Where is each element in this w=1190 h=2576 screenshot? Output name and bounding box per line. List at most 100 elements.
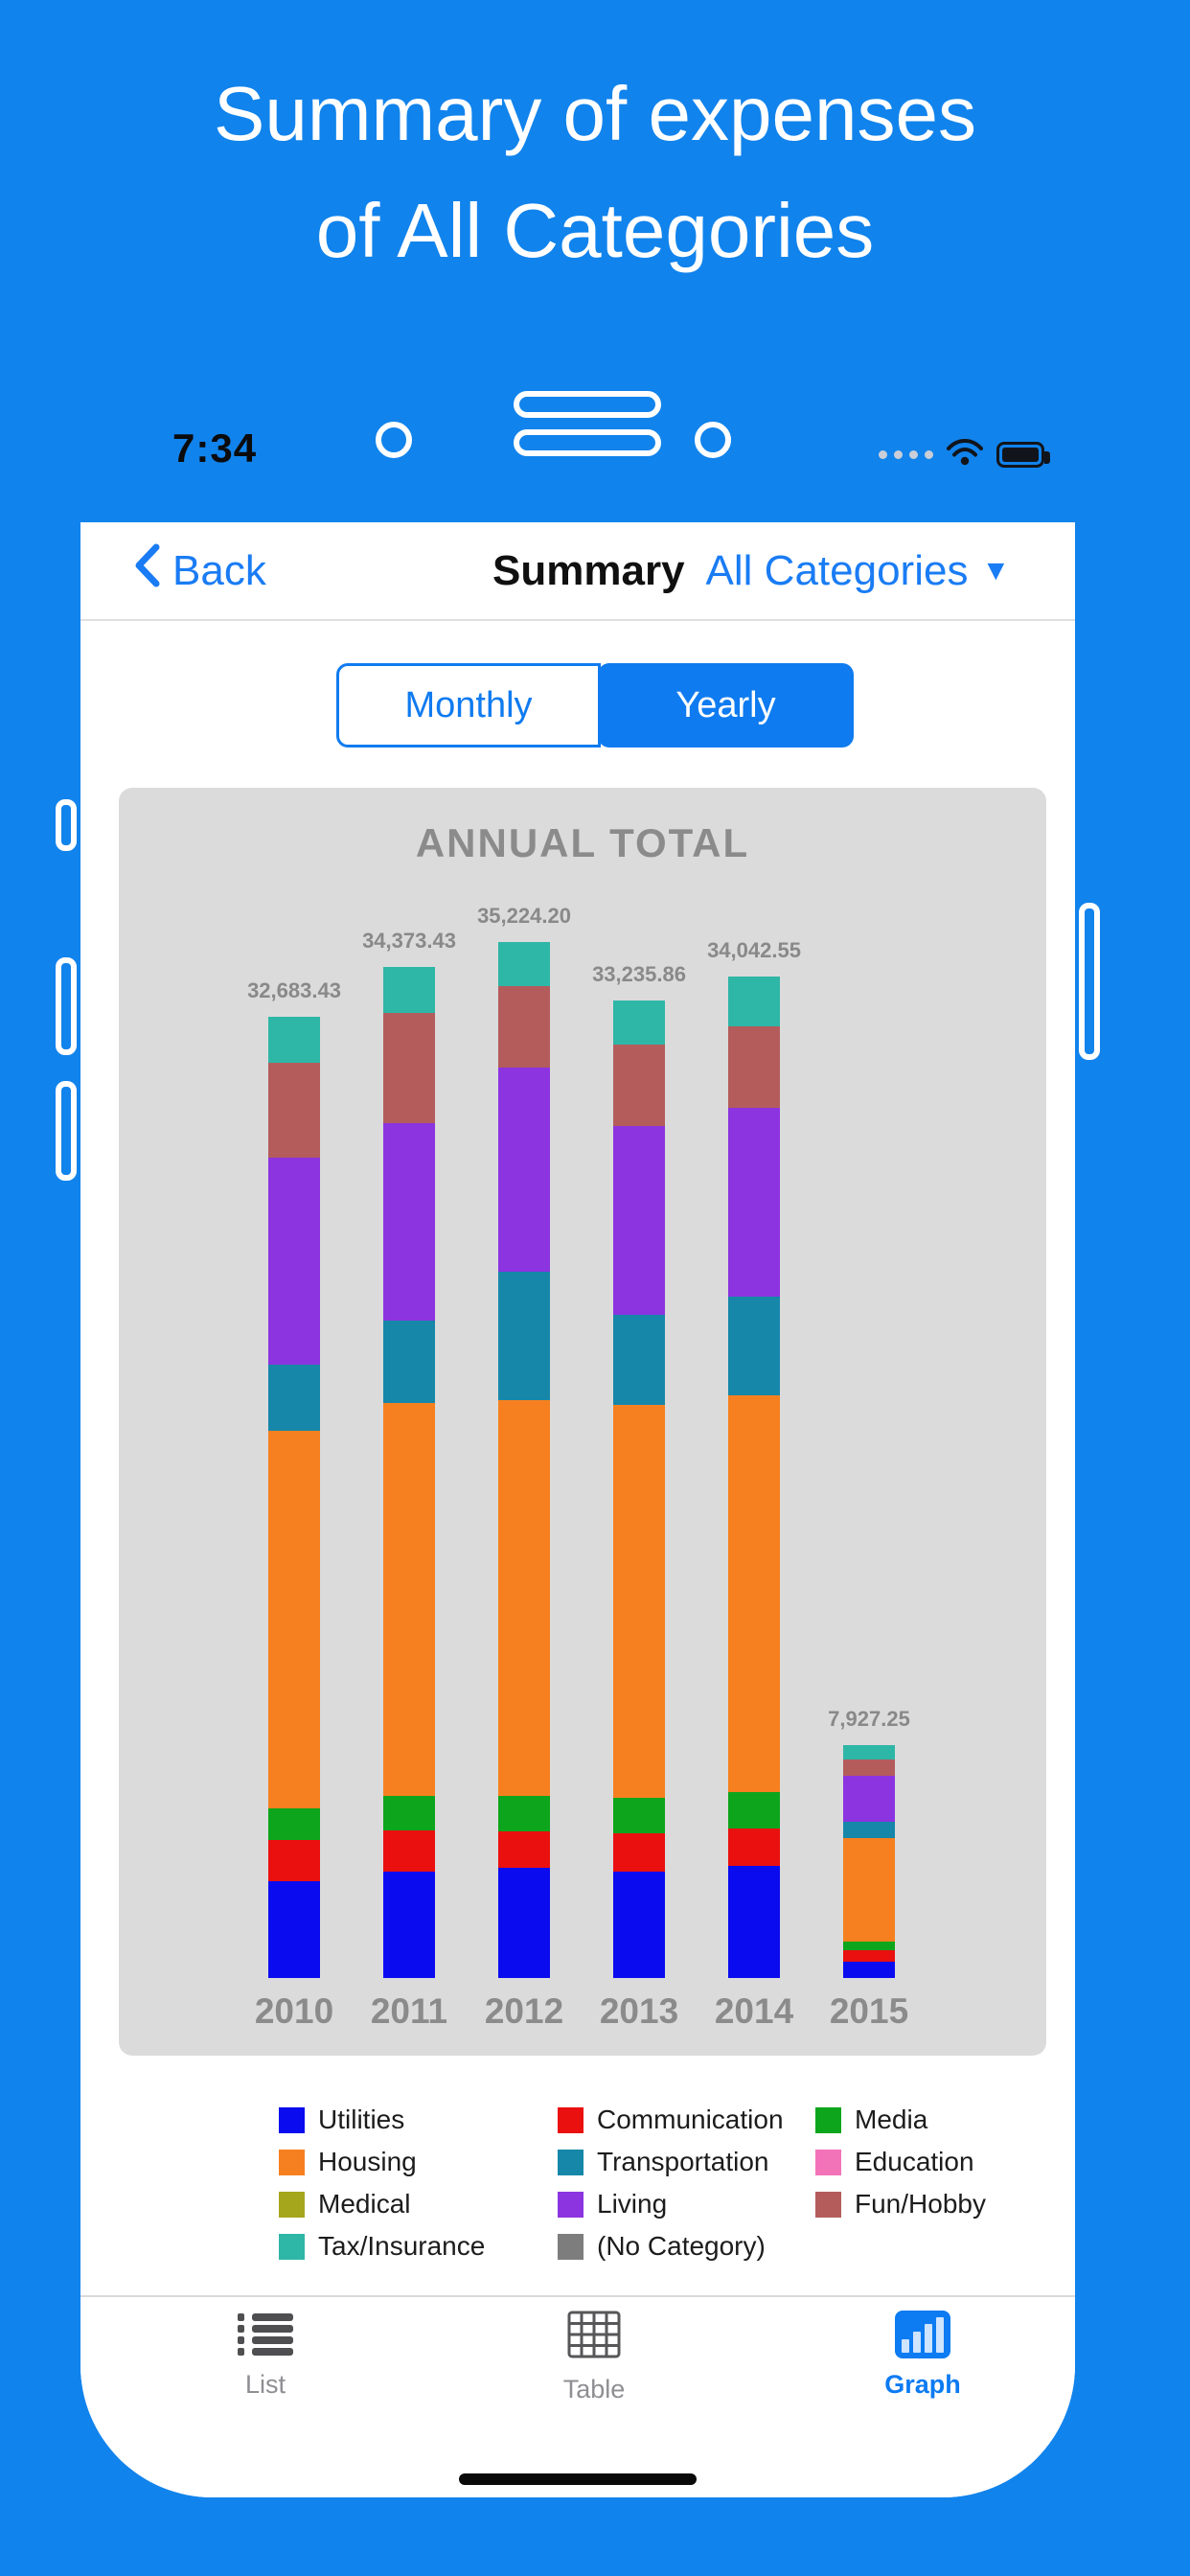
x-tick-2010: 2010: [254, 1991, 334, 2031]
category-selector[interactable]: All Categories: [705, 546, 969, 594]
bar-segment-living: [498, 1067, 550, 1273]
legend-swatch: [279, 2106, 305, 2133]
bar-segment-transportation: [728, 1297, 780, 1395]
power-button: [1079, 903, 1100, 1060]
legend-swatch: [558, 2149, 584, 2175]
bar-segment-living: [728, 1108, 780, 1298]
bar-segment-media: [268, 1808, 320, 1840]
legend-label: Tax/Insurance: [318, 2231, 486, 2261]
bar-segment-housing: [843, 1838, 895, 1943]
bar-2013: [613, 1000, 665, 1978]
bar-total-label-2013: 33,235.86: [592, 961, 686, 986]
legend-swatch: [558, 2106, 584, 2133]
bar-segment-fun-hobby: [613, 1044, 665, 1127]
bar-segment-media: [843, 1942, 895, 1950]
bar-segment-living: [383, 1122, 435, 1321]
legend-swatch: [815, 2191, 841, 2218]
chart-panel: ANNUAL TOTAL 32,683.43 34,373.43 35,224.20…: [119, 788, 1046, 2056]
bar-segment-living: [268, 1158, 320, 1366]
bar-segment-communication: [843, 1949, 895, 1962]
x-tick-2014: 2014: [714, 1991, 794, 2031]
legend-item-communication: Communication: [558, 2099, 784, 2141]
bar-segment-communication: [383, 1829, 435, 1872]
legend-label: Communication: [597, 2104, 784, 2134]
bar-total-label-2014: 34,042.55: [707, 937, 801, 962]
legend-label: Education: [855, 2147, 974, 2176]
speaker-icon: [514, 391, 661, 418]
page-title-line2: of All Categories: [315, 188, 875, 273]
tab-graph-label: Graph: [884, 2370, 961, 2399]
bar-total-label-2012: 35,224.20: [477, 903, 571, 928]
chevron-down-icon[interactable]: ▼: [981, 554, 1011, 586]
camera-icon: [695, 422, 731, 458]
legend-column-3: Media Education Fun/Hobby: [815, 2099, 986, 2225]
legend-label: Media: [855, 2104, 928, 2134]
legend-swatch: [279, 2233, 305, 2260]
bar-chart-icon: [895, 2311, 950, 2358]
bar-segment-fun-hobby: [728, 1025, 780, 1109]
volume-down-button: [56, 1081, 77, 1181]
tab-yearly[interactable]: Yearly: [598, 663, 854, 748]
nav-title-group: Summary All Categories ▼: [492, 522, 1010, 619]
back-button[interactable]: Back: [134, 522, 266, 619]
bar-segment-fun-hobby: [498, 985, 550, 1068]
bar-segment-housing: [613, 1404, 665, 1798]
wifi-icon: [947, 438, 983, 471]
bar-segment-communication: [498, 1831, 550, 1869]
bar-segment-transportation: [498, 1272, 550, 1400]
chevron-left-icon: [134, 543, 161, 598]
home-indicator[interactable]: [459, 2473, 697, 2485]
x-tick-2015: 2015: [829, 1991, 909, 2031]
bar-segment-media: [613, 1797, 665, 1834]
table-icon: [567, 2311, 621, 2363]
legend-item-education: Education: [815, 2141, 986, 2183]
nav-title: Summary: [492, 546, 685, 594]
bar-segment-utilities: [613, 1871, 665, 1978]
bar-segment-utilities: [728, 1866, 780, 1978]
bar-segment-housing: [498, 1399, 550, 1796]
tab-bar: List Table Graph: [80, 2295, 1075, 2497]
legend-swatch: [558, 2191, 584, 2218]
x-tick-2012: 2012: [484, 1991, 564, 2031]
legend-item-housing: Housing: [279, 2141, 485, 2183]
tab-list[interactable]: List: [184, 2311, 347, 2400]
bar-segment-tax-insurance: [613, 1000, 665, 1045]
bar-2011: [383, 966, 435, 1978]
cellular-dots-icon: [879, 450, 933, 459]
legend-column-1: Utilities Housing Medical Tax/Insurance: [279, 2099, 485, 2267]
page-title: Summary of expenses of All Categories: [0, 56, 1190, 289]
legend-item-tax-insurance: Tax/Insurance: [279, 2225, 485, 2267]
tab-monthly[interactable]: Monthly: [336, 663, 601, 748]
bar-segment-housing: [383, 1402, 435, 1796]
bar-total-label-2011: 34,373.43: [362, 928, 456, 953]
bar-2014: [728, 976, 780, 1978]
app-screen: Back Summary All Categories ▼ Monthly Ye…: [80, 522, 1075, 2497]
volume-button-small: [56, 799, 77, 851]
period-segmented-control: Monthly Yearly: [336, 663, 854, 748]
bar-segment-transportation: [843, 1822, 895, 1839]
x-tick-2011: 2011: [370, 1991, 448, 2031]
legend-swatch: [279, 2191, 305, 2218]
bar-segment-media: [728, 1792, 780, 1829]
status-time: 7:34: [172, 426, 258, 471]
tab-table[interactable]: Table: [513, 2311, 675, 2404]
chart-plot: 32,683.43 34,373.43 35,224.20 33,235.86 34,0…: [119, 788, 1046, 1978]
legend-label: (No Category): [597, 2231, 766, 2261]
nav-bar: Back Summary All Categories ▼: [80, 522, 1075, 621]
bar-segment-communication: [268, 1839, 320, 1881]
tab-graph[interactable]: Graph: [841, 2311, 1004, 2400]
legend-label: Housing: [318, 2147, 417, 2176]
legend-item-fun-hobby: Fun/Hobby: [815, 2183, 986, 2225]
bar-segment-tax-insurance: [498, 941, 550, 986]
bar-2015: [843, 1744, 895, 1978]
legend-label: Transportation: [597, 2147, 769, 2176]
bar-segment-transportation: [613, 1314, 665, 1405]
bar-segment-utilities: [843, 1961, 895, 1978]
bar-2012: [498, 941, 550, 1978]
legend: Utilities Housing Medical Tax/Insurance Comm…: [80, 2099, 1075, 2281]
legend-item-transportation: Transportation: [558, 2141, 784, 2183]
bar-segment-fun-hobby: [268, 1062, 320, 1159]
back-label: Back: [172, 546, 266, 594]
legend-label: Medical: [318, 2189, 411, 2219]
